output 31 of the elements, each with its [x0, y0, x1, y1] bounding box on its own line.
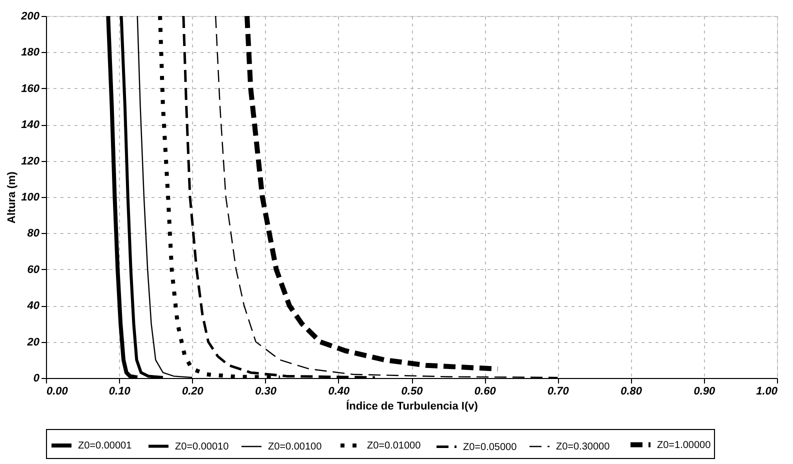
y-tick-label: 140 — [21, 119, 40, 132]
y-tick-label: 0 — [33, 372, 40, 384]
x-tick-label: 0.40 — [328, 386, 350, 398]
legend-label: Z0=1.00000 — [657, 440, 712, 451]
x-tick-label: 0.60 — [474, 386, 497, 398]
x-tick-label: 0.80 — [620, 386, 643, 398]
x-tick-label: 0.10 — [108, 386, 132, 398]
y-tick-label: 20 — [26, 336, 40, 348]
y-tick-label: 80 — [27, 228, 40, 240]
y-tick-label: 40 — [26, 300, 40, 312]
x-tick-label: 0.00 — [46, 386, 69, 398]
y-tick-label: 60 — [27, 264, 40, 276]
y-tick-label: 100 — [21, 192, 40, 204]
y-tick-label: 180 — [21, 46, 40, 59]
y-tick-label: 160 — [21, 82, 40, 95]
x-tick-label: 1.00 — [756, 386, 778, 398]
legend-label: Z0=0.05000 — [463, 442, 518, 453]
x-tick-label: 0.70 — [547, 386, 570, 398]
x-tick-label: 0.30 — [255, 386, 278, 398]
x-tick-label: 0.20 — [182, 386, 204, 398]
legend-label: Z0=0.00100 — [268, 442, 322, 452]
x-axis-title: Índice de Turbulencia I(v) — [346, 400, 478, 412]
x-tick-label: 0.50 — [401, 386, 424, 398]
y-tick-label: 200 — [20, 10, 40, 22]
y-axis-title: Altura (m) — [6, 171, 18, 224]
legend-label: Z0=0.00010 — [175, 441, 230, 452]
legend-label: Z0=0.30000 — [556, 442, 610, 452]
y-tick-label: 120 — [21, 155, 40, 168]
legend-label: Z0=0.00001 — [78, 440, 132, 452]
x-tick-label: 0.90 — [694, 386, 716, 398]
legend-label: Z0=0.01000 — [367, 440, 422, 452]
